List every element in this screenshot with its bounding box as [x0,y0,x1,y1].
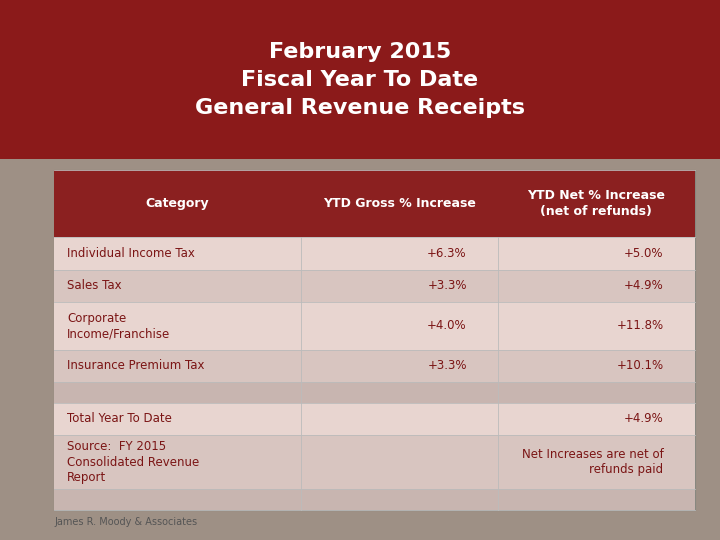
FancyBboxPatch shape [54,489,695,510]
FancyBboxPatch shape [54,170,695,510]
FancyBboxPatch shape [54,403,695,435]
Text: Insurance Premium Tax: Insurance Premium Tax [67,360,204,373]
FancyBboxPatch shape [54,350,695,382]
FancyBboxPatch shape [0,0,720,159]
Text: +4.9%: +4.9% [624,413,664,426]
Text: Individual Income Tax: Individual Income Tax [67,247,195,260]
Text: Corporate
Income/Franchise: Corporate Income/Franchise [67,312,171,340]
Text: Net Increases are net of
refunds paid: Net Increases are net of refunds paid [522,448,664,476]
Text: +6.3%: +6.3% [427,247,467,260]
Text: +4.0%: +4.0% [427,319,467,332]
Text: YTD Gross % Increase: YTD Gross % Increase [323,197,476,210]
Text: Sales Tax: Sales Tax [67,279,122,292]
Text: YTD Net % Increase
(net of refunds): YTD Net % Increase (net of refunds) [528,190,665,218]
Text: +3.3%: +3.3% [428,360,467,373]
FancyBboxPatch shape [54,269,695,302]
FancyBboxPatch shape [54,435,695,489]
Text: Source:  FY 2015
Consolidated Revenue
Report: Source: FY 2015 Consolidated Revenue Rep… [67,440,199,484]
Text: +10.1%: +10.1% [616,360,664,373]
Text: +5.0%: +5.0% [624,247,664,260]
Text: +11.8%: +11.8% [616,319,664,332]
Text: +3.3%: +3.3% [428,279,467,292]
Text: Category: Category [145,197,210,210]
Text: February 2015
Fiscal Year To Date
General Revenue Receipts: February 2015 Fiscal Year To Date Genera… [195,42,525,118]
FancyBboxPatch shape [54,238,695,269]
FancyBboxPatch shape [54,382,695,403]
Text: +4.9%: +4.9% [624,279,664,292]
Text: Total Year To Date: Total Year To Date [67,413,172,426]
FancyBboxPatch shape [54,302,695,350]
FancyBboxPatch shape [54,170,695,238]
Text: James R. Moody & Associates: James R. Moody & Associates [54,517,197,527]
